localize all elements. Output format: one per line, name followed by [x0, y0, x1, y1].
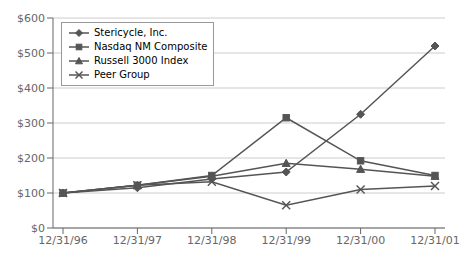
html-text:Russell 3000 Index: Russell 3000 Index [94, 55, 189, 66]
html-text:Stericycle, Inc.: Stericycle, Inc. [94, 27, 168, 38]
svg-text:$0: $0 [31, 222, 45, 235]
svg-text:12/31/01: 12/31/01 [410, 234, 459, 247]
svg-text:$400: $400 [17, 82, 45, 95]
svg-text:12/31/97: 12/31/97 [113, 234, 162, 247]
svg-text:$100: $100 [17, 187, 45, 200]
svg-text:12/31/99: 12/31/99 [261, 234, 310, 247]
html-text:Nasdaq NM Composite: Nasdaq NM Composite [94, 41, 208, 52]
html-text:Peer Group: Peer Group [94, 69, 150, 80]
svg-text:$500: $500 [17, 47, 45, 60]
svg-text:12/31/00: 12/31/00 [336, 234, 385, 247]
svg-text:12/31/98: 12/31/98 [187, 234, 236, 247]
svg-text:$600: $600 [17, 12, 45, 25]
svg-text:$200: $200 [17, 152, 45, 165]
svg-text:$300: $300 [17, 117, 45, 130]
svg-text:12/31/96: 12/31/96 [38, 234, 87, 247]
